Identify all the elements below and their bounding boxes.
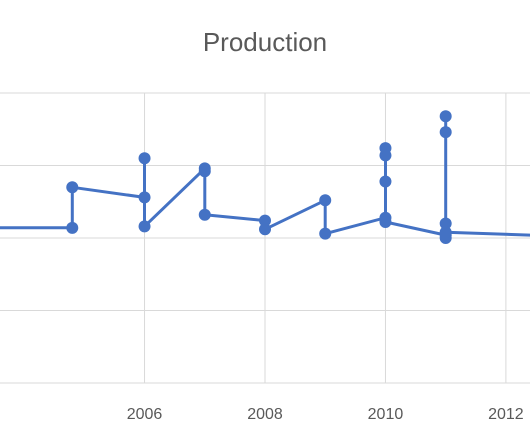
data-point — [319, 194, 332, 207]
data-point — [198, 208, 211, 221]
data-point — [66, 181, 79, 194]
chart-title: Production — [203, 27, 327, 57]
data-point — [439, 217, 452, 230]
data-point — [259, 223, 271, 236]
data-point — [198, 165, 211, 178]
x-tick-label: 2006 — [127, 406, 163, 423]
data-point — [138, 152, 151, 165]
data-point — [379, 216, 392, 229]
data-point — [138, 191, 151, 204]
data-point — [439, 126, 452, 139]
series-production — [0, 110, 530, 244]
gridlines — [0, 92, 530, 384]
data-point — [138, 220, 151, 233]
data-point — [439, 110, 452, 123]
data-point — [439, 226, 452, 239]
x-axis-tick-labels: 2006 2008 2010 2012 — [127, 406, 524, 423]
x-tick-label: 2008 — [247, 406, 283, 423]
x-tick-label: 2012 — [488, 406, 524, 423]
x-tick-label: 2010 — [368, 406, 404, 423]
data-point — [379, 142, 392, 155]
data-point — [259, 214, 271, 227]
data-point — [319, 227, 332, 240]
data-point — [66, 221, 79, 234]
data-point — [379, 175, 392, 188]
